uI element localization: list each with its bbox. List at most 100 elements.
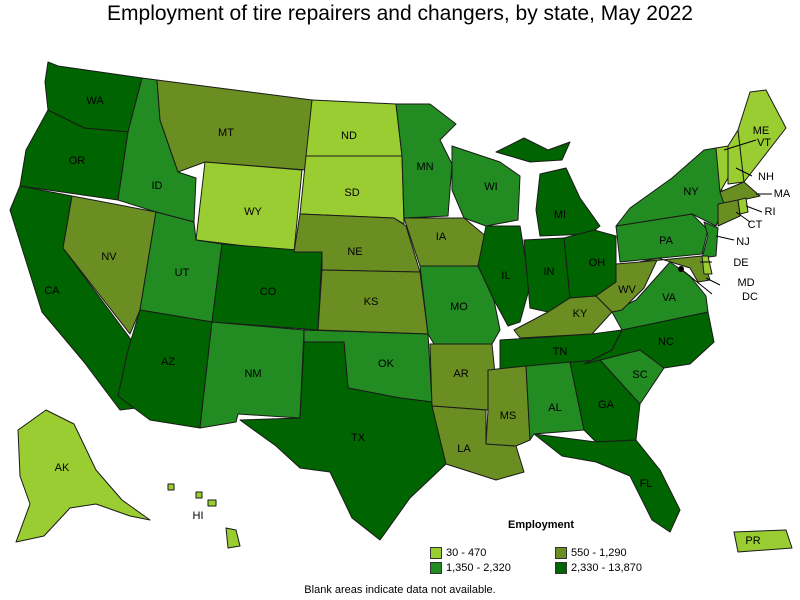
state-WI[interactable]	[451, 145, 521, 227]
legend-item-bin-3: 1,350 - 2,320	[430, 561, 511, 574]
label-NH: NH	[758, 171, 774, 183]
label-UT: UT	[175, 267, 190, 279]
label-MS: MS	[500, 410, 517, 422]
state-KY[interactable]	[513, 295, 613, 339]
state-ME[interactable]	[737, 89, 787, 183]
state-AL[interactable]	[525, 361, 585, 441]
label-NM: NM	[244, 368, 261, 380]
state-NC[interactable]	[583, 311, 715, 369]
map-title: Employment of tire repairers and changer…	[107, 2, 693, 25]
state-MT[interactable]	[156, 79, 313, 173]
label-OH: OH	[589, 257, 606, 269]
label-MT: MT	[218, 127, 234, 139]
label-PA: PA	[659, 235, 674, 247]
label-SC: SC	[632, 369, 647, 381]
state-TX[interactable]	[239, 341, 447, 541]
label-MI: MI	[554, 209, 566, 221]
state-HI[interactable]	[225, 527, 241, 549]
label-NV: NV	[101, 251, 117, 263]
state-ND[interactable]	[305, 99, 403, 157]
ct-leader	[735, 211, 751, 223]
legend-swatch-bin-4	[555, 561, 567, 574]
label-ND: ND	[341, 130, 357, 142]
label-HI: HI	[193, 510, 204, 522]
label-IA: IA	[436, 231, 447, 243]
legend-swatch-bin-1	[430, 546, 442, 559]
footnote: Blank areas indicate data not available.	[304, 584, 496, 596]
label-CO: CO	[260, 286, 277, 298]
state-DE[interactable]	[701, 255, 713, 275]
md-leader	[705, 277, 721, 286]
label-DE: DE	[733, 257, 748, 269]
state-MS[interactable]	[485, 365, 531, 447]
label-VT: VT	[757, 137, 771, 149]
label-KY: KY	[573, 308, 588, 320]
label-WY: WY	[244, 206, 262, 218]
label-WV: WV	[618, 284, 636, 296]
label-AR: AR	[453, 368, 468, 380]
state-HI-islands[interactable]	[167, 483, 217, 507]
state-labels: WA OR CA NV ID MT WY UT AZ CO NM ND SD N…	[44, 95, 791, 547]
legend-item-bin-4: 2,330 - 13,870	[555, 561, 642, 574]
label-GA: GA	[598, 399, 615, 411]
label-RI: RI	[765, 206, 776, 218]
label-IN: IN	[544, 266, 555, 278]
legend-label-bin-1: 30 - 470	[446, 546, 487, 559]
label-DC: DC	[742, 291, 758, 303]
legend-label-bin-2: 550 - 1,290	[571, 546, 627, 559]
state-MA[interactable]	[719, 181, 761, 205]
ri-leader	[745, 205, 763, 213]
label-PR: PR	[745, 535, 760, 547]
state-MI-upper[interactable]	[495, 137, 571, 163]
legend-item-bin-1: 30 - 470	[430, 546, 486, 559]
label-OR: OR	[69, 155, 86, 167]
legend-swatch-bin-3	[430, 561, 442, 574]
state-MI[interactable]	[535, 167, 601, 237]
state-CT[interactable]	[717, 199, 741, 227]
nj-leader	[715, 235, 735, 241]
label-AK: AK	[55, 462, 70, 474]
label-MO: MO	[450, 301, 468, 313]
label-TX: TX	[351, 432, 366, 444]
label-AZ: AZ	[161, 356, 175, 368]
label-OK: OK	[378, 358, 395, 370]
label-ID: ID	[152, 180, 163, 192]
label-KS: KS	[364, 296, 379, 308]
state-PR[interactable]	[733, 529, 793, 553]
state-NY[interactable]	[615, 147, 725, 227]
label-TN: TN	[553, 346, 568, 358]
label-NY: NY	[683, 186, 699, 198]
nh-leader	[735, 167, 753, 177]
state-RI[interactable]	[737, 197, 749, 215]
label-FL: FL	[640, 478, 653, 490]
dc-leader	[680, 268, 713, 295]
label-LA: LA	[457, 443, 471, 455]
state-AK[interactable]	[15, 409, 151, 543]
state-IL[interactable]	[477, 225, 531, 327]
legend-label-bin-3: 1,350 - 2,320	[446, 561, 511, 574]
legend-item-bin-2: 550 - 1,290	[555, 546, 627, 559]
legend-label-bin-4: 2,330 - 13,870	[571, 561, 642, 574]
label-MD: MD	[737, 277, 754, 289]
label-CA: CA	[44, 285, 60, 297]
label-SD: SD	[344, 187, 359, 199]
label-NC: NC	[658, 336, 674, 348]
state-LA[interactable]	[431, 405, 525, 481]
state-FL[interactable]	[533, 433, 681, 533]
label-CT: CT	[748, 219, 763, 231]
legend-title: Employment	[508, 519, 575, 531]
label-AL: AL	[548, 402, 561, 414]
label-WA: WA	[86, 95, 104, 107]
label-IL: IL	[501, 270, 510, 282]
label-NJ: NJ	[736, 236, 749, 248]
state-VA[interactable]	[611, 261, 709, 331]
label-VA: VA	[662, 292, 677, 304]
state-NJ[interactable]	[701, 221, 719, 259]
vt-leader	[723, 139, 757, 151]
label-MN: MN	[416, 161, 433, 173]
label-ME: ME	[753, 125, 770, 137]
label-MA: MA	[774, 188, 791, 200]
state-NV[interactable]	[62, 195, 157, 335]
label-NE: NE	[347, 246, 362, 258]
